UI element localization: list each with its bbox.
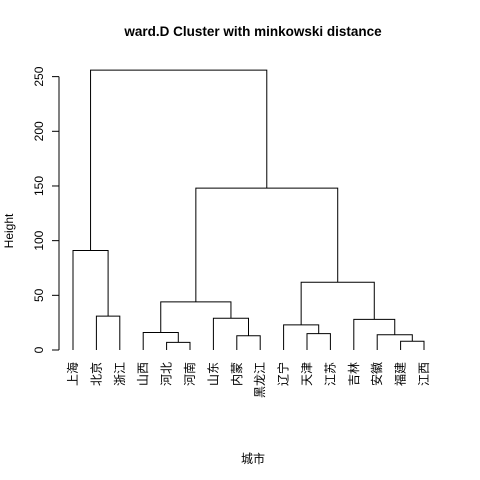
y-tick-label: 50 (32, 288, 46, 302)
leaf-label: 山东 (206, 362, 220, 386)
leaf-label: 江苏 (323, 362, 337, 386)
dendrogram-branch (306, 333, 331, 350)
dendrogram-branch (160, 301, 232, 333)
leaf-label: 黑龙江 (253, 362, 267, 398)
dendrogram-branch (195, 187, 339, 302)
leaf-labels: 上海 北京 浙江 山西 河北 河南 山东 内蒙 黑龙江 辽宁 天津 江苏 吉林 安徽 福建 江西 (65, 362, 431, 398)
y-axis-label: Height (2, 213, 16, 248)
y-tick-label: 100 (32, 230, 46, 250)
leaf-label: 北京 (89, 362, 103, 386)
dendrogram-branch (142, 332, 179, 350)
y-tick-label: 0 (32, 346, 46, 353)
leaf-label: 江西 (417, 362, 431, 386)
leaf-label: 内蒙 (230, 362, 244, 386)
y-tick-label: 200 (32, 121, 46, 141)
leaf-label: 辽宁 (276, 362, 291, 386)
leaf-label: 福建 (393, 362, 408, 386)
dendrogram-branch (283, 324, 320, 350)
y-tick-label: 250 (32, 66, 46, 86)
dendrogram-branch (376, 334, 413, 350)
leaf-label: 河南 (182, 362, 197, 386)
dendrogram-branches (72, 69, 425, 350)
dendrogram-branch (212, 317, 249, 350)
dendrogram-branch (95, 315, 121, 350)
y-axis: 0 50 100 150 200 250 (32, 66, 60, 353)
leaf-label: 安徽 (369, 362, 384, 386)
x-axis-label: 城市 (241, 451, 265, 466)
leaf-label: 山西 (136, 362, 150, 386)
leaf-label: 河北 (160, 362, 174, 386)
dendrogram-branch (166, 341, 191, 350)
dendrogram-branch (72, 249, 109, 350)
dendrogram-branch (300, 281, 375, 325)
leaf-label: 天津 (300, 362, 314, 386)
chart-title: ward.D Cluster with minkowski distance (123, 24, 382, 39)
dendrogram-branch (236, 335, 261, 350)
leaf-label: 上海 (65, 362, 80, 386)
leaf-label: 吉林 (347, 362, 361, 386)
dendrogram-branch (400, 340, 425, 350)
leaf-label: 浙江 (113, 362, 127, 386)
dendrogram-branch (90, 69, 268, 251)
y-tick-label: 150 (32, 176, 46, 196)
